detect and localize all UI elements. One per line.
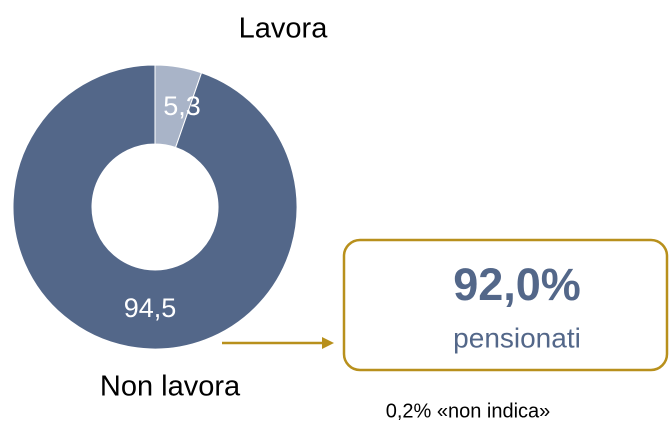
data-label: 5,3	[163, 91, 201, 121]
arrow-head	[322, 337, 334, 349]
note: 0,2% «non indica»	[386, 400, 551, 422]
donut	[12, 64, 298, 350]
callout-label: pensionati	[453, 322, 581, 353]
category-label: Lavora	[239, 13, 329, 45]
slice	[12, 64, 298, 350]
data-label: 94,5	[124, 293, 177, 323]
callout-value: 92,0%	[453, 259, 581, 310]
callout-box	[342, 238, 669, 372]
category-label: Non lavora	[100, 371, 241, 403]
